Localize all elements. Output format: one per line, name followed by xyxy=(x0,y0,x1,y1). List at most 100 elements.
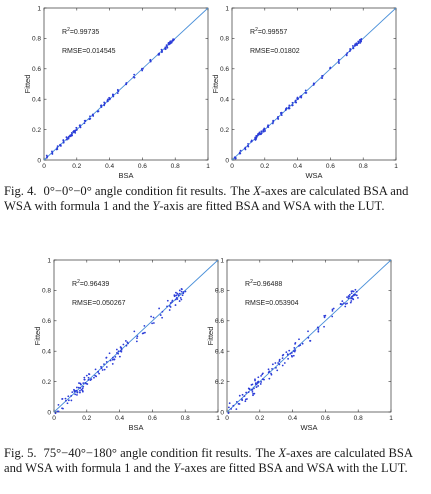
data-point xyxy=(284,108,287,111)
data-point xyxy=(181,294,184,297)
data-point xyxy=(75,126,78,129)
data-point xyxy=(264,130,267,132)
data-point xyxy=(243,395,246,398)
data-point xyxy=(62,139,65,142)
caption-text: -axis are fitted BSA and WSA with the LU… xyxy=(159,199,385,214)
y-tick-label: 0.4 xyxy=(220,97,229,104)
data-point xyxy=(80,383,82,386)
rmse-label: RMSE=0.01802 xyxy=(250,48,300,55)
data-point xyxy=(276,369,279,372)
data-point xyxy=(252,392,255,395)
data-point xyxy=(298,345,300,347)
data-point xyxy=(152,316,155,319)
data-point xyxy=(144,331,146,334)
data-point xyxy=(45,154,48,157)
data-point xyxy=(97,110,99,113)
data-point xyxy=(133,330,136,333)
data-point xyxy=(91,114,94,117)
data-point xyxy=(117,350,120,353)
y-tick-label: 1 xyxy=(225,5,229,12)
r-squared-label: R2=0.96439 xyxy=(72,279,109,288)
chart-fig4-bsa-svg: 0 0.2 0.4 0.6 0.8 1 0 0.2 0.4 0.6 0.8 1 R2=0.99735 RM… xyxy=(23,5,210,180)
y-tick-label: 1 xyxy=(47,257,51,264)
data-point xyxy=(294,349,297,352)
data-point xyxy=(55,148,58,151)
rmse-label: RMSE=0.050267 xyxy=(72,300,126,307)
data-point xyxy=(169,306,172,308)
data-point xyxy=(106,100,109,103)
data-point xyxy=(57,410,60,413)
data-point xyxy=(71,391,74,393)
data-point xyxy=(67,395,70,398)
data-point xyxy=(122,343,125,346)
data-point xyxy=(285,351,288,354)
data-point xyxy=(111,363,114,365)
data-point xyxy=(271,122,274,125)
caption-text: The xyxy=(255,446,279,460)
data-point xyxy=(321,75,323,77)
data-point xyxy=(85,374,88,377)
caption-text: -axes are calculated BSA and WSA with fo… xyxy=(4,446,413,476)
data-point xyxy=(103,368,106,371)
y-tick-label: 0 xyxy=(37,157,41,164)
data-point xyxy=(103,104,106,107)
data-point xyxy=(116,92,119,95)
data-point xyxy=(280,111,283,114)
data-point xyxy=(312,82,315,85)
data-point xyxy=(317,327,320,329)
data-point xyxy=(300,95,303,97)
data-point xyxy=(257,376,260,379)
data-point xyxy=(109,359,112,362)
x-tick-label: 1 xyxy=(394,163,398,170)
data-point xyxy=(83,119,86,122)
data-point xyxy=(136,337,138,339)
data-point xyxy=(61,398,64,400)
data-point xyxy=(337,58,340,61)
data-point xyxy=(228,402,231,405)
data-point xyxy=(66,138,68,141)
data-point xyxy=(94,374,96,377)
data-point xyxy=(120,348,123,351)
data-point xyxy=(237,402,240,405)
data-point xyxy=(255,138,258,140)
x-tick-label: 1 xyxy=(216,415,220,422)
data-point xyxy=(271,363,274,366)
data-point xyxy=(140,68,143,71)
data-point xyxy=(291,104,294,107)
x-tick-label: 0.2 xyxy=(72,163,81,170)
data-point xyxy=(244,400,247,403)
data-point xyxy=(117,352,120,355)
data-point xyxy=(258,132,261,135)
data-point xyxy=(89,379,92,382)
data-point xyxy=(251,390,254,393)
data-point xyxy=(317,328,320,331)
data-point xyxy=(77,386,80,389)
data-point xyxy=(248,388,251,390)
x-tick-label: 0.6 xyxy=(321,415,330,422)
data-point xyxy=(286,353,289,356)
data-point xyxy=(76,394,78,396)
data-point xyxy=(125,82,128,85)
data-point xyxy=(87,378,90,381)
data-point xyxy=(105,361,108,363)
chart-fig5-bsa-svg: 0 0.2 0.4 0.6 0.8 1 0 0.2 0.4 0.6 0.8 1 R2=0.96439 RM… xyxy=(33,257,220,432)
data-point xyxy=(227,412,230,414)
data-point xyxy=(75,389,78,392)
y-tick-label: 0.4 xyxy=(215,349,224,356)
data-point xyxy=(331,315,334,318)
chart-fig5-bsa: 0 0.2 0.4 0.6 0.8 1 0 0.2 0.4 0.6 0.8 1 R2=0.96439 RM… xyxy=(33,254,230,434)
data-point xyxy=(271,367,273,370)
data-point xyxy=(230,408,233,410)
data-point xyxy=(341,300,344,303)
y-axis-label: Fitted xyxy=(23,75,32,94)
data-point xyxy=(260,381,263,383)
caption-y-axis-word: Y xyxy=(173,461,181,476)
data-point xyxy=(350,290,353,293)
data-point xyxy=(151,322,154,325)
data-point xyxy=(174,298,177,301)
data-point xyxy=(170,41,173,44)
data-point xyxy=(184,290,187,293)
data-point xyxy=(87,373,90,375)
data-point xyxy=(357,296,359,299)
data-point xyxy=(168,309,171,311)
